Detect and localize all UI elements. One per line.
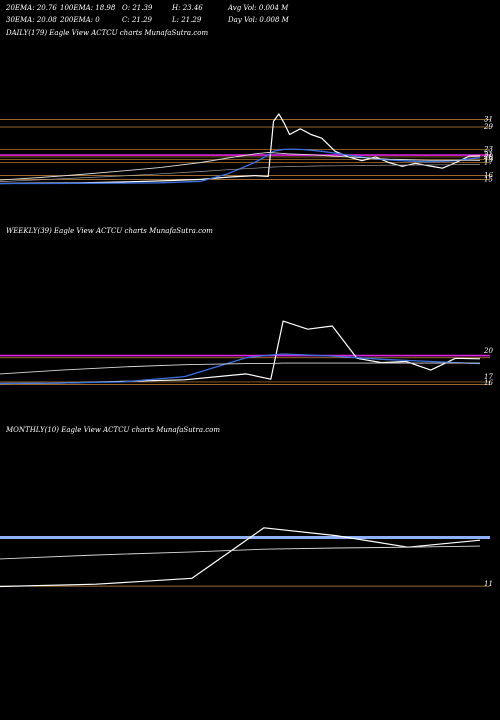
stat-low: L: 21.29 [172, 16, 202, 24]
axis-label: 29 [483, 123, 493, 131]
stat-20ema: 20EMA: 20.76 [6, 4, 57, 12]
stat-100ema: 100EMA: 18.98 [60, 4, 116, 12]
stat-high: H: 23.46 [172, 4, 203, 12]
stat-30ema: 30EMA: 20.08 [6, 16, 57, 24]
monthly-chart-title: MONTHLY(10) Eagle View ACTCU charts Muna… [6, 426, 221, 434]
axis-label: 17 [484, 159, 493, 167]
stat-day-vol: Day Vol: 0.008 M [228, 16, 289, 24]
axis-label: 21 [483, 151, 493, 159]
series-line-ema_blue [0, 148, 481, 185]
weekly-chart-title: WEEKLY(39) Eagle View ACTCU charts Munaf… [6, 227, 213, 235]
axis-label: 20 [483, 153, 493, 161]
axis-label: 23 [483, 145, 493, 153]
stat-200ema: 200EMA: 0 [60, 16, 100, 24]
series-line-ema_light [0, 545, 481, 560]
stat-avg-vol: Avg Vol: 0.004 M [228, 4, 289, 12]
axis-label: 31 [484, 115, 493, 123]
series-line-price [0, 320, 481, 385]
axis-label: 16 [484, 379, 493, 387]
axis-label: 15 [484, 175, 493, 183]
axis-label: 19 [484, 156, 493, 164]
series-line-ema_gray [0, 164, 481, 182]
series-line-ema_blue [0, 353, 481, 385]
stat-close: C: 21.29 [122, 16, 152, 24]
axis-label: 17 [484, 373, 493, 381]
axis-label: 20 [483, 347, 493, 355]
daily-chart-title: DAILY(179) Eagle View ACTCU charts Munaf… [6, 29, 209, 37]
axis-label: 11 [484, 580, 493, 588]
series-line-ema_light [0, 362, 480, 375]
stat-open: O: 21.39 [122, 4, 153, 12]
axis-label: 16 [484, 172, 493, 180]
series-line-ema_light [0, 151, 481, 181]
